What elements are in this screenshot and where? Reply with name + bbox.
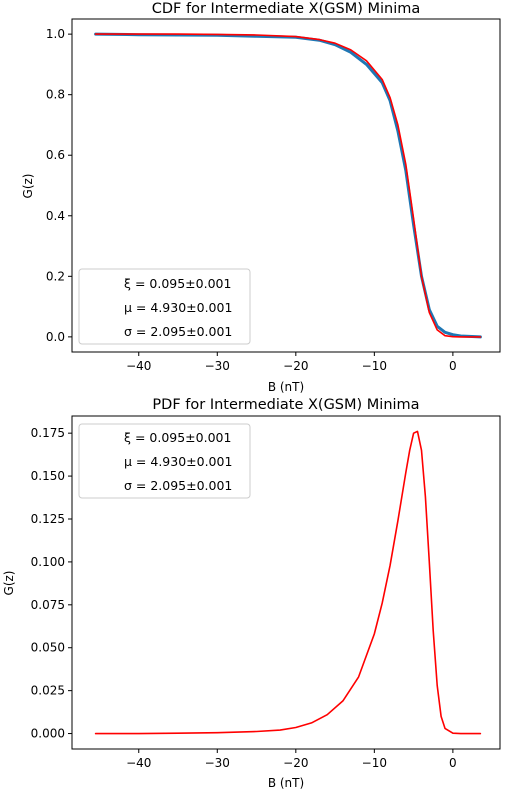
- legend-box: [78, 423, 251, 499]
- pdf-x-tick-label: −20: [283, 756, 308, 770]
- cdf-x-tick-label: −30: [205, 359, 230, 373]
- pdf-x-tick-label: −40: [126, 756, 151, 770]
- pdf-series-fit-line: [94, 430, 482, 735]
- legend-entry-xi: ξ = 0.095±0.001: [124, 430, 231, 445]
- cdf-y-axis-label: G(z): [21, 174, 35, 199]
- pdf-y-tick-label: 0.075: [31, 598, 65, 612]
- cdf-x-tick-label: −20: [283, 359, 308, 373]
- legend-entry-sigma: σ = 2.095±0.001: [124, 324, 232, 339]
- pdf-plot-area: −40 −30 −20 −10 0 0.000 0.025 0.050 0.075 0.100 0.…: [31, 415, 501, 770]
- cdf-chart: CDF for Intermediate X(GSM) Minima B (nT…: [21, 1, 501, 394]
- pdf-chart: PDF for Intermediate X(GSM) Minima B (nT…: [2, 397, 501, 790]
- cdf-y-tick-label: 0.2: [46, 269, 65, 283]
- cdf-y-tick-label: 0.0: [46, 330, 65, 344]
- pdf-y-tick-label: 0.175: [31, 426, 65, 440]
- legend-entry-mu: μ = 4.930±0.001: [124, 454, 232, 469]
- cdf-axes-frame: [71, 18, 501, 353]
- pdf-y-tick-label: 0.100: [31, 555, 65, 569]
- cdf-y-tick-label: 0.4: [46, 209, 65, 223]
- pdf-y-tick-label: 0.000: [31, 727, 65, 741]
- cdf-series-fit-line: [94, 33, 482, 338]
- pdf-x-tick-label: −10: [362, 756, 387, 770]
- pdf-y-tick-label: 0.125: [31, 512, 65, 526]
- cdf-y-tick-label: 0.6: [46, 148, 65, 162]
- pdf-legend: ξ = 0.095±0.001 μ = 4.930±0.001 σ = 2.09…: [78, 423, 251, 499]
- legend-entry-mu: μ = 4.930±0.001: [124, 300, 232, 315]
- cdf-chart-title: CDF for Intermediate X(GSM) Minima: [152, 1, 421, 17]
- cdf-x-tick-label: −40: [126, 359, 151, 373]
- cdf-y-tick-label: 0.8: [46, 88, 65, 102]
- pdf-y-tick-label: 0.050: [31, 641, 65, 655]
- pdf-y-tick-label: 0.150: [31, 469, 65, 483]
- cdf-x-tick-label: −10: [362, 359, 387, 373]
- pdf-y-tick-label: 0.025: [31, 684, 65, 698]
- cdf-legend: ξ = 0.095±0.001 μ = 4.930±0.001 σ = 2.09…: [78, 268, 251, 345]
- pdf-x-tick-label: 0: [449, 756, 457, 770]
- pdf-y-axis-label: G(z): [2, 571, 16, 596]
- pdf-x-tick-label: −30: [205, 756, 230, 770]
- cdf-plot-area: −40 −30 −20 −10 0 0.0 0.2 0.4 0.6 0.8 1.0: [46, 18, 501, 373]
- cdf-x-tick-label: 0: [449, 359, 457, 373]
- cdf-x-axis-label: B (nT): [268, 380, 304, 394]
- legend-entry-xi: ξ = 0.095±0.001: [124, 276, 231, 291]
- cdf-series-empirical-line: [94, 32, 482, 339]
- pdf-chart-title: PDF for Intermediate X(GSM) Minima: [152, 397, 419, 413]
- cdf-y-tick-label: 1.0: [46, 27, 65, 41]
- legend-entry-sigma: σ = 2.095±0.001: [124, 478, 232, 493]
- legend-box: [78, 268, 251, 345]
- pdf-axes-frame: [71, 415, 501, 750]
- pdf-x-axis-label: B (nT): [268, 776, 304, 790]
